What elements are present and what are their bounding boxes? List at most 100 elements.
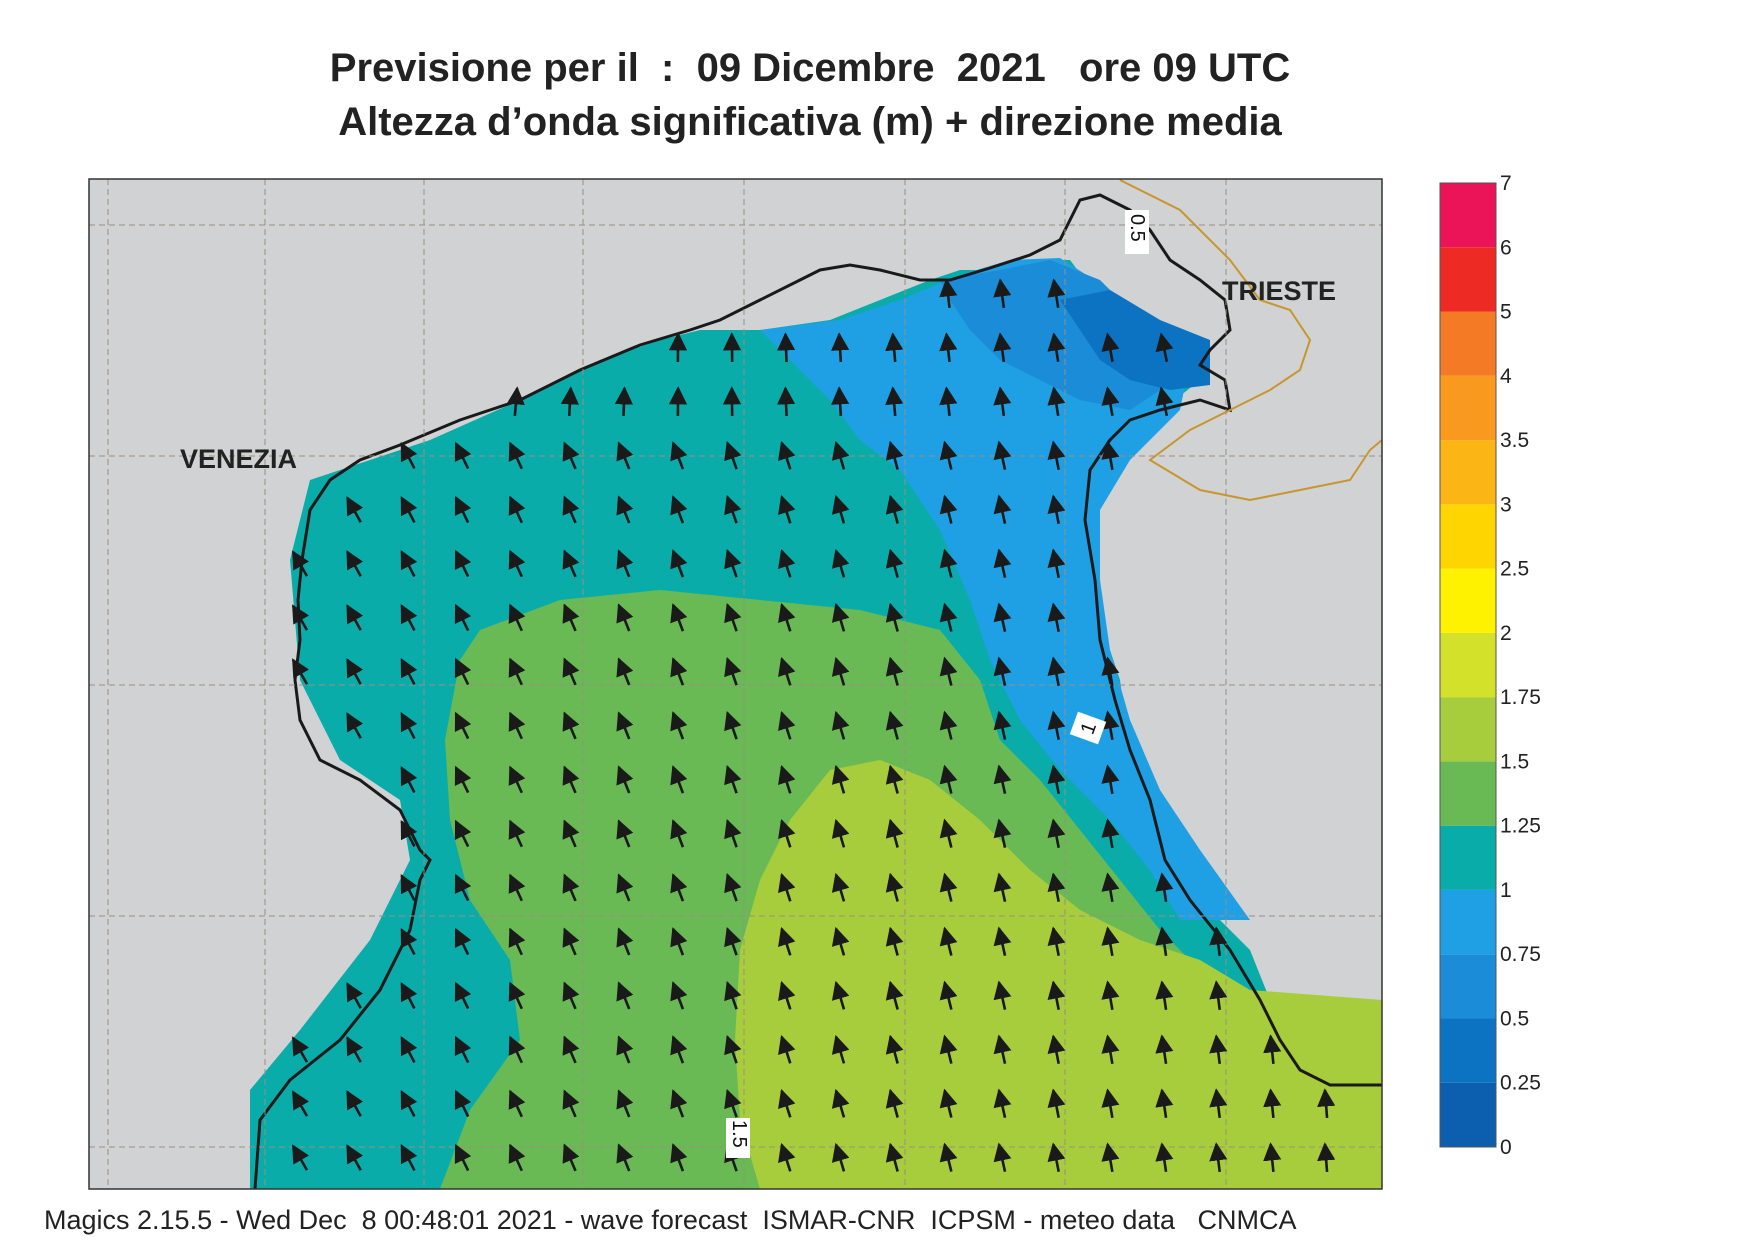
direction-arrow <box>939 494 958 524</box>
map-subtitle: Altezza d’onda significativa (m) + direz… <box>338 100 1282 144</box>
direction-arrow <box>1155 926 1174 957</box>
direction-arrow <box>1101 872 1120 903</box>
direction-arrow <box>1209 1088 1228 1119</box>
direction-arrow <box>885 872 904 902</box>
direction-arrow <box>670 819 688 848</box>
direction-arrow <box>616 441 634 470</box>
direction-arrow <box>1263 1088 1282 1119</box>
direction-arrow <box>1047 872 1066 902</box>
colorbar-label: 2.5 <box>1500 558 1529 581</box>
direction-arrow <box>831 386 850 417</box>
direction-arrow <box>993 1088 1012 1118</box>
direction-arrow <box>454 1089 472 1118</box>
direction-arrow <box>1047 656 1066 686</box>
direction-arrow <box>831 332 850 363</box>
direction-arrow <box>831 1142 850 1172</box>
direction-arrow <box>1047 602 1066 632</box>
direction-arrow <box>1047 440 1066 470</box>
colorbar-label: 0 <box>1500 1136 1512 1159</box>
colorbar-swatch <box>1440 568 1496 633</box>
direction-arrow <box>778 1088 796 1118</box>
direction-arrow <box>724 927 742 956</box>
direction-arrow <box>346 712 364 739</box>
direction-arrow <box>724 1089 742 1118</box>
city-label-venezia: VENEZIA <box>180 444 297 474</box>
direction-arrow <box>1155 1088 1174 1119</box>
direction-arrow <box>1047 1088 1066 1118</box>
direction-arrow <box>670 981 688 1010</box>
colorbar-label: 0.75 <box>1500 943 1541 966</box>
direction-arrow <box>616 819 634 848</box>
direction-arrow <box>400 981 418 1010</box>
colorbar-swatch <box>1440 1018 1496 1083</box>
direction-arrow <box>885 656 904 686</box>
direction-arrow <box>508 657 526 686</box>
direction-arrow <box>670 603 688 632</box>
direction-arrow <box>616 1143 634 1172</box>
direction-arrow <box>454 927 472 956</box>
direction-arrow <box>616 765 634 794</box>
direction-arrow <box>454 603 472 632</box>
colorbar-swatch <box>1440 889 1496 955</box>
coastline <box>253 193 1382 1189</box>
direction-arrow <box>562 495 580 524</box>
direction-arrow <box>1209 1034 1228 1065</box>
direction-arrow <box>562 657 580 686</box>
direction-arrow <box>778 1034 796 1064</box>
direction-arrow <box>1317 1142 1336 1173</box>
direction-arrow <box>1047 710 1066 740</box>
map-title: Previsione per il : 09 Dicembre 2021 ore… <box>329 46 1291 90</box>
direction-arrow <box>670 1035 688 1064</box>
direction-arrow <box>454 873 472 902</box>
direction-arrow <box>1101 386 1120 417</box>
direction-arrow <box>993 386 1012 417</box>
direction-arrow <box>885 494 904 524</box>
colorbar-swatch <box>1440 247 1496 312</box>
direction-arrow <box>562 711 580 740</box>
direction-arrow <box>778 818 796 848</box>
direction-arrow <box>346 496 364 523</box>
direction-arrow <box>508 1035 526 1064</box>
direction-arrow <box>778 656 796 686</box>
direction-arrow <box>670 549 688 578</box>
direction-arrow <box>1047 386 1066 417</box>
direction-arrow <box>454 495 472 524</box>
direction-arrow <box>939 764 958 794</box>
direction-arrow <box>454 711 472 740</box>
direction-arrow <box>562 765 580 794</box>
colorbar-label: 7 <box>1500 172 1512 195</box>
direction-arrow <box>831 710 850 740</box>
direction-arrow <box>1047 494 1066 524</box>
direction-arrow <box>885 764 904 794</box>
direction-arrow <box>939 926 958 956</box>
direction-arrow <box>616 1035 634 1064</box>
direction-arrow <box>1047 764 1066 794</box>
colorbar-label: 1.25 <box>1500 815 1541 838</box>
direction-arrow <box>508 711 526 740</box>
direction-arrow <box>1263 1034 1282 1065</box>
direction-arrow <box>831 818 850 848</box>
direction-arrow <box>831 602 850 632</box>
direction-arrow <box>616 981 634 1010</box>
direction-arrow <box>508 549 526 578</box>
direction-arrow <box>508 495 526 524</box>
direction-arrow <box>776 386 796 417</box>
direction-arrow <box>724 765 742 794</box>
colorbar-label: 5 <box>1500 301 1512 324</box>
direction-arrow <box>400 819 418 848</box>
direction-arrow <box>939 1088 958 1118</box>
direction-arrow <box>1101 710 1120 741</box>
sea-band-025m <box>1060 290 1210 390</box>
direction-arrow <box>616 1089 634 1118</box>
direction-arrow <box>400 1143 418 1172</box>
direction-arrow <box>614 386 634 417</box>
direction-arrow <box>778 602 796 632</box>
colorbar-swatch <box>1440 697 1496 762</box>
footer-credits: Magics 2.15.5 - Wed Dec 8 00:48:01 2021 … <box>44 1205 1297 1235</box>
direction-arrow <box>993 548 1012 578</box>
direction-arrow <box>562 603 580 632</box>
direction-arrow <box>724 819 742 848</box>
colorbar-label: 0.25 <box>1500 1072 1541 1095</box>
direction-arrow <box>508 981 526 1010</box>
